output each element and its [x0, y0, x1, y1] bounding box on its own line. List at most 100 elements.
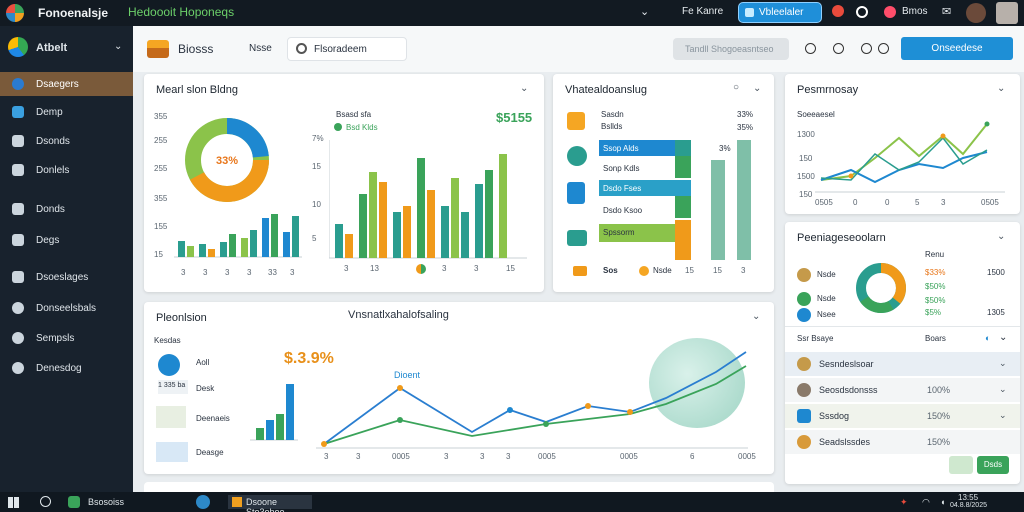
search-input[interactable]: Flsoradeem	[287, 37, 407, 61]
taskbar-app[interactable]: Dsoone Sto3ohoe	[228, 495, 312, 512]
secondary-button[interactable]	[949, 456, 973, 474]
settings-icon[interactable]	[861, 43, 872, 54]
bar	[403, 206, 411, 258]
sidebar-item-0[interactable]: Dsaegers	[0, 72, 133, 96]
list-item[interactable]: Sssdog 150% ⌄	[785, 404, 1020, 428]
bar	[266, 420, 274, 440]
taskbar-app-label: Dsoone Sto3ohoe	[246, 497, 285, 512]
x-tick: 15	[685, 266, 694, 275]
brand-name[interactable]: Atbelt	[36, 42, 68, 54]
stack-icon	[12, 203, 24, 215]
flag-icon	[12, 234, 24, 246]
refresh-icon[interactable]	[856, 6, 868, 18]
sidebar-item-9[interactable]: Denesdog	[0, 356, 133, 380]
sidebar-item-label: Denesdog	[36, 363, 82, 374]
card-segments: Peeniageseoolarn ⌄ Renu Nsde Nsde Nsee $…	[785, 222, 1020, 484]
confirm-button[interactable]: Dsds	[977, 456, 1009, 474]
clock-time[interactable]: 13:55	[958, 493, 979, 502]
bar-label: Ssop Alds	[603, 144, 639, 153]
sidebar-item-8[interactable]: Sempsls	[0, 326, 133, 350]
x-tick: 15	[506, 264, 515, 273]
data-point	[507, 407, 513, 413]
list-item[interactable]: Sesndeslsoar ⌄	[785, 352, 1020, 376]
app-icon[interactable]	[68, 496, 80, 508]
list-item[interactable]: Deenaeis	[196, 414, 230, 423]
bar	[262, 218, 269, 257]
search-icon[interactable]	[40, 496, 51, 507]
alert-icon[interactable]: ✦	[900, 497, 908, 507]
search-icon	[296, 43, 307, 54]
mini-bar-chart	[250, 384, 298, 441]
chevron-down-icon[interactable]: ⌄	[999, 384, 1007, 394]
link-icon[interactable]	[805, 43, 816, 54]
sidebar-item-6[interactable]: Dsoeslages	[0, 265, 133, 289]
sidebar-item-label: Donseelsbals	[36, 303, 97, 314]
sidebar-item-3[interactable]: Donlels	[0, 158, 133, 182]
chevron-down-icon[interactable]: ⌄	[997, 231, 1006, 242]
footer-left: Sos	[603, 266, 618, 275]
chevron-down-icon[interactable]: ⌄	[999, 358, 1007, 368]
bar	[599, 140, 691, 156]
bell-icon[interactable]	[833, 43, 844, 54]
sidebar-item-label: Donds	[36, 204, 65, 215]
sidebar-item-1[interactable]: Demp	[0, 100, 133, 124]
chevron-down-icon[interactable]: ⌄	[999, 332, 1008, 343]
clock-date[interactable]: 04.8.8/2025	[950, 502, 987, 509]
list-item[interactable]: Desk	[196, 384, 215, 393]
browser-icon[interactable]	[196, 495, 210, 509]
list-item[interactable]: Deasge	[196, 448, 224, 457]
chevron-down-icon[interactable]: ⌄	[753, 83, 762, 94]
x-tick: 3	[181, 268, 186, 277]
chevron-down-icon[interactable]: ⌄	[640, 6, 650, 18]
windows-icon[interactable]	[8, 497, 19, 508]
network-icon[interactable]: ◠	[922, 497, 930, 507]
user-label[interactable]: Fe Kanre	[682, 6, 724, 17]
title-bar: Fonoenalsje Hedoooit Hoponeqs ⌄ Fe Kanre…	[0, 0, 1024, 26]
chevron-down-icon[interactable]: ⌄	[999, 410, 1007, 420]
x-tick: 3	[941, 198, 946, 207]
gauge-icon	[12, 332, 24, 344]
row-value: $50%	[925, 296, 946, 305]
screen-icon	[156, 442, 188, 462]
chevron-down-icon[interactable]: ⌄	[520, 83, 529, 94]
record-icon[interactable]	[884, 6, 896, 18]
pct-label: 35%	[737, 123, 754, 132]
bird-icon	[12, 106, 24, 118]
x-tick: 0005	[620, 452, 638, 461]
list-item[interactable]: Seadslssdes 150%	[785, 430, 1020, 454]
volume-icon[interactable]: ◖	[940, 497, 946, 507]
mail-icon[interactable]: ✉	[942, 6, 952, 18]
view-pill-button[interactable]: Vbleelaler	[738, 2, 822, 23]
help-icon[interactable]	[878, 43, 889, 54]
donut-label: 33%	[216, 155, 238, 167]
y-tick-right: 7%	[312, 134, 324, 143]
sidebar: Atbelt ⌄ Dsaegers Demp Dsonds Donlels Do…	[0, 26, 133, 492]
sidebar-item-7[interactable]: Donseelsbals	[0, 296, 133, 320]
primary-action-button[interactable]: Onseedese	[901, 37, 1013, 60]
sidebar-item-2[interactable]: Dsonds	[0, 129, 133, 153]
avatar[interactable]	[966, 3, 986, 23]
x-tick: 0	[885, 198, 890, 207]
sidebar-item-4[interactable]: Donds	[0, 197, 133, 221]
profile-photo[interactable]	[996, 2, 1018, 24]
header-link[interactable]: Nsse	[249, 43, 272, 54]
row-sub: Bsllds	[601, 122, 623, 131]
list-item[interactable]: Seosdsdonsss 100% ⌄	[785, 378, 1020, 402]
card-title: Pesmrnosay	[797, 84, 859, 96]
info-icon[interactable]: ◐	[985, 333, 991, 343]
notification-icon[interactable]	[832, 5, 844, 17]
taskbar-search-label[interactable]: Bsosoiss	[88, 497, 125, 507]
filter-button[interactable]: Tandll Shogoeasntseo	[673, 38, 789, 60]
row-value-2: 1500	[987, 268, 1005, 277]
search-icon[interactable]: ○	[733, 82, 740, 93]
y-tick: 155	[154, 222, 168, 231]
search-placeholder: Flsoradeem	[314, 44, 367, 55]
chevron-down-icon[interactable]: ⌄	[752, 311, 761, 322]
globe-icon	[12, 78, 24, 90]
chevron-down-icon[interactable]: ⌄	[997, 83, 1006, 94]
x-tick: 3	[506, 452, 511, 461]
list-item[interactable]: Aoll	[196, 358, 210, 367]
sidebar-item-5[interactable]: Degs	[0, 228, 133, 252]
y-tick: 255	[154, 136, 168, 145]
chevron-down-icon[interactable]: ⌄	[114, 41, 123, 52]
